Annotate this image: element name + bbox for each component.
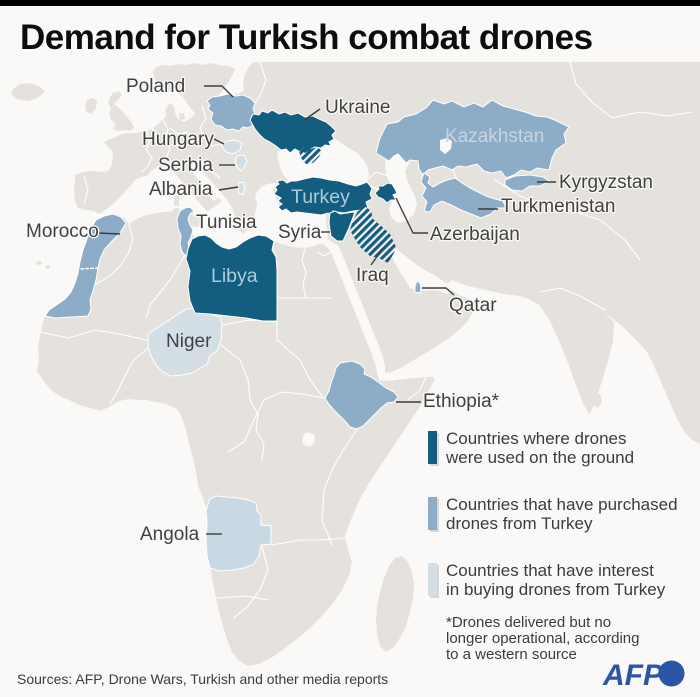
svg-text:drones from Turkey: drones from Turkey <box>446 514 593 533</box>
svg-text:Turkey: Turkey <box>291 186 350 208</box>
svg-text:Tunisia: Tunisia <box>196 212 257 233</box>
svg-text:Albania: Albania <box>149 179 213 200</box>
svg-text:Qatar: Qatar <box>449 295 497 316</box>
svg-text:Syria: Syria <box>278 222 322 243</box>
svg-text:Demand for Turkish combat dron: Demand for Turkish combat drones <box>20 18 593 57</box>
svg-text:Angola: Angola <box>140 524 200 545</box>
svg-text:Countries where drones: Countries where drones <box>446 429 626 448</box>
svg-text:Poland: Poland <box>126 76 185 97</box>
svg-text:AFP: AFP <box>602 659 664 692</box>
svg-text:Countries that have interest: Countries that have interest <box>446 561 654 580</box>
svg-text:were used on the ground: were used on the ground <box>445 448 634 467</box>
svg-text:Serbia: Serbia <box>158 155 213 176</box>
svg-text:Niger: Niger <box>166 331 212 352</box>
svg-text:Libya: Libya <box>211 265 258 287</box>
svg-text:Iraq: Iraq <box>356 265 389 286</box>
svg-text:Ethiopia*: Ethiopia* <box>423 391 500 412</box>
svg-text:longer operational, according: longer operational, according <box>446 630 639 647</box>
svg-text:Countries that have purchased: Countries that have purchased <box>446 495 678 514</box>
svg-text:to a western source: to a western source <box>446 646 577 663</box>
svg-text:Morocco: Morocco <box>26 221 99 242</box>
svg-text:Ukraine: Ukraine <box>325 97 390 118</box>
svg-text:*Drones delivered but no: *Drones delivered but no <box>446 614 611 631</box>
svg-text:Turkmenistan: Turkmenistan <box>501 196 615 217</box>
svg-text:Hungary: Hungary <box>142 129 214 150</box>
svg-text:Sources: AFP, Drone Wars, Turk: Sources: AFP, Drone Wars, Turkish and ot… <box>17 671 388 687</box>
svg-text:in buying drones from Turkey: in buying drones from Turkey <box>446 580 666 599</box>
svg-text:Kyrgyzstan: Kyrgyzstan <box>559 172 653 193</box>
svg-text:Azerbaijan: Azerbaijan <box>430 224 520 245</box>
svg-text:Kazakhstan: Kazakhstan <box>445 126 544 147</box>
